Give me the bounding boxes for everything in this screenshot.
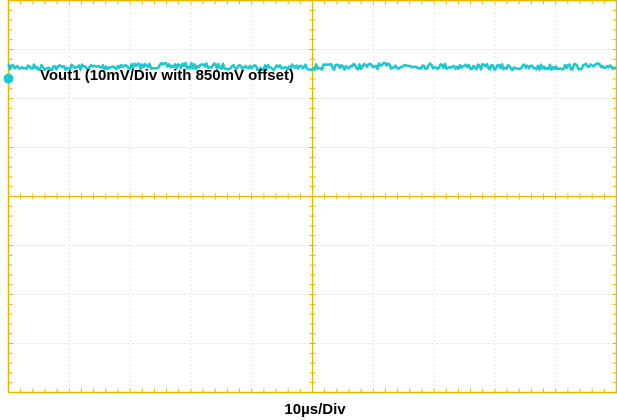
trace-annotation: Vout1 (10mV/Div with 850mV offset) bbox=[40, 67, 294, 84]
channel-marker bbox=[3, 73, 14, 84]
vout1-trace bbox=[7, 61, 617, 72]
x-axis-label: 10µs/Div bbox=[284, 401, 346, 418]
